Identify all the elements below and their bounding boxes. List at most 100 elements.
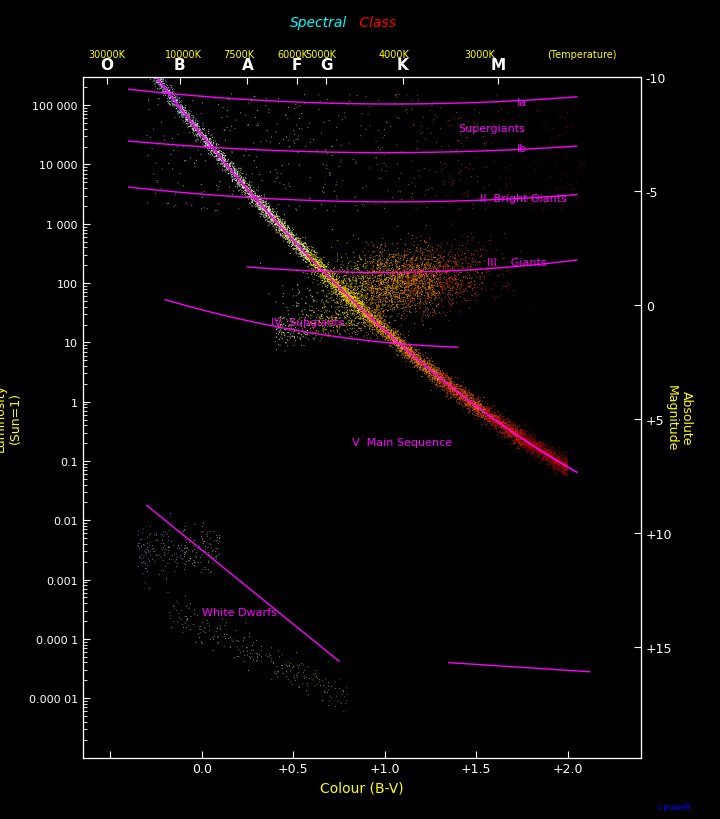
Point: [462, 245, 474, 258]
Point: [377, 324, 388, 337]
Point: [250, 196, 261, 209]
Point: [447, 382, 459, 395]
Point: [434, 371, 446, 384]
Point: [280, 233, 292, 247]
Point: [405, 256, 416, 269]
Point: [478, 404, 490, 417]
Point: [269, 210, 280, 223]
Text: Supergiants: Supergiants: [458, 124, 525, 133]
Point: [168, 565, 180, 578]
Point: [235, 183, 246, 197]
Point: [237, 176, 248, 189]
Point: [340, 286, 351, 299]
Point: [420, 363, 431, 376]
Point: [397, 265, 409, 278]
Point: [531, 446, 542, 459]
Point: [407, 94, 418, 107]
Point: [511, 430, 523, 443]
Point: [240, 180, 251, 193]
Point: [353, 296, 364, 310]
Point: [177, 141, 189, 154]
Point: [413, 355, 425, 368]
Point: [460, 399, 472, 412]
Point: [354, 259, 366, 272]
Point: [410, 274, 422, 287]
Point: [314, 260, 325, 273]
Point: [346, 301, 357, 314]
Point: [450, 378, 462, 391]
Point: [433, 363, 445, 376]
Point: [353, 306, 364, 319]
Point: [424, 364, 436, 377]
Point: [156, 82, 167, 95]
Point: [152, 75, 163, 88]
Point: [427, 365, 438, 378]
Point: [327, 268, 338, 281]
Point: [272, 312, 284, 325]
Point: [429, 366, 441, 379]
Point: [330, 281, 342, 294]
Point: [274, 138, 285, 151]
Point: [554, 457, 566, 470]
Point: [448, 379, 459, 392]
Point: [287, 330, 298, 343]
Point: [238, 188, 250, 201]
Point: [550, 468, 562, 481]
Point: [449, 384, 460, 397]
Point: [410, 302, 421, 315]
Point: [383, 265, 395, 278]
Point: [166, 92, 177, 105]
Point: [503, 420, 514, 433]
Point: [462, 386, 473, 399]
Point: [267, 211, 279, 224]
Point: [401, 269, 413, 283]
Point: [361, 305, 373, 318]
Point: [474, 405, 486, 418]
Point: [422, 360, 433, 373]
Point: [278, 219, 289, 233]
Point: [253, 191, 264, 204]
Point: [244, 183, 256, 197]
Point: [497, 420, 508, 433]
Point: [140, 56, 151, 69]
Point: [504, 279, 516, 292]
Point: [446, 177, 457, 190]
Point: [359, 279, 371, 292]
Point: [253, 181, 264, 194]
Point: [347, 319, 359, 332]
Point: [491, 97, 503, 110]
Point: [326, 286, 338, 299]
Point: [258, 203, 270, 216]
Point: [432, 274, 444, 287]
Point: [464, 401, 476, 414]
Point: [412, 285, 423, 298]
Point: [297, 677, 309, 690]
Point: [414, 362, 426, 375]
Point: [364, 323, 375, 336]
Point: [425, 283, 436, 296]
Point: [217, 158, 228, 171]
Point: [143, 65, 155, 78]
Point: [194, 131, 206, 144]
Point: [406, 282, 418, 295]
Point: [342, 291, 354, 304]
Point: [400, 343, 412, 356]
Point: [156, 76, 167, 89]
Point: [469, 401, 481, 414]
Point: [419, 269, 431, 283]
Point: [270, 219, 282, 232]
Point: [163, 534, 174, 547]
Point: [217, 147, 229, 160]
Point: [261, 93, 272, 106]
Point: [344, 306, 356, 319]
Point: [325, 325, 337, 338]
Point: [199, 130, 211, 143]
Point: [445, 271, 456, 284]
Point: [365, 312, 377, 325]
Point: [176, 545, 188, 558]
Point: [338, 292, 350, 305]
Point: [227, 167, 238, 180]
Point: [451, 144, 462, 157]
Point: [435, 123, 446, 136]
Point: [292, 242, 304, 255]
